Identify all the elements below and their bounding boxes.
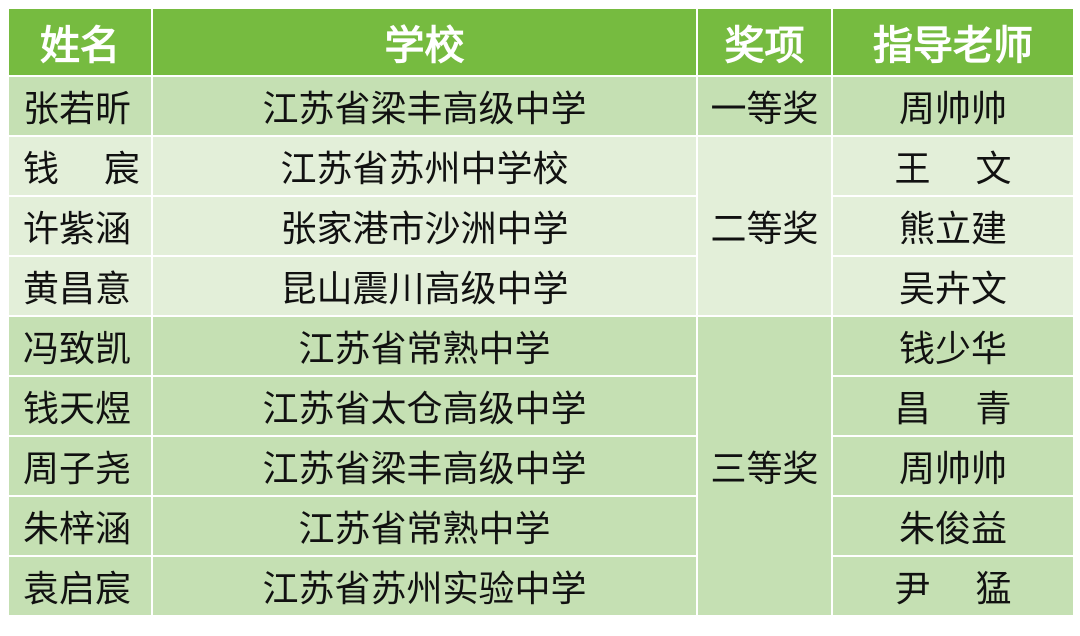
student-name: 张若昕 <box>7 75 153 137</box>
table-row: 黄昌意 昆山震川高级中学 吴卉文 <box>7 255 1075 317</box>
header-school: 学校 <box>151 7 698 77</box>
student-name: 钱 宸 <box>7 135 153 197</box>
student-name: 钱天煜 <box>7 375 153 437</box>
teacher: 朱俊益 <box>831 495 1075 557</box>
student-name: 黄昌意 <box>7 255 153 317</box>
table-row: 钱 宸 江苏省苏州中学校 二等奖 王 文 <box>7 135 1075 317</box>
school: 江苏省苏州实验中学 <box>151 555 698 617</box>
student-name: 许紫涵 <box>7 195 153 257</box>
school: 江苏省梁丰高级中学 <box>151 75 698 137</box>
school: 张家港市沙洲中学 <box>151 195 698 257</box>
header-name: 姓名 <box>7 7 153 77</box>
school: 江苏省苏州中学校 <box>151 135 698 197</box>
table-row: 钱天煜 江苏省太仓高级中学 昌 青 <box>7 375 1075 437</box>
table-row: 袁启宸 江苏省苏州实验中学 尹 猛 <box>7 555 1075 617</box>
school: 昆山震川高级中学 <box>151 255 698 317</box>
table-row: 周子尧 江苏省梁丰高级中学 周帅帅 <box>7 435 1075 497</box>
teacher: 钱少华 <box>831 315 1075 377</box>
header-award: 奖项 <box>696 7 833 77</box>
teacher: 吴卉文 <box>831 255 1075 317</box>
teacher: 熊立建 <box>831 195 1075 257</box>
teacher: 王 文 <box>831 135 1075 197</box>
header-teacher: 指导老师 <box>831 7 1075 77</box>
student-name: 袁启宸 <box>7 555 153 617</box>
table-row: 冯致凯 江苏省常熟中学 三等奖 钱少华 <box>7 315 1075 617</box>
award-table: 姓名 学校 奖项 指导老师 张若昕 江苏省梁丰高级中学 一等奖 周帅帅 钱 宸 … <box>7 7 1075 617</box>
award: 二等奖 <box>696 135 833 317</box>
school: 江苏省太仓高级中学 <box>151 375 698 437</box>
teacher: 周帅帅 <box>831 75 1075 137</box>
school: 江苏省常熟中学 <box>151 495 698 557</box>
award: 三等奖 <box>696 315 833 617</box>
teacher: 尹 猛 <box>831 555 1075 617</box>
table-row: 许紫涵 张家港市沙洲中学 熊立建 <box>7 195 1075 257</box>
table-row: 朱梓涵 江苏省常熟中学 朱俊益 <box>7 495 1075 557</box>
school: 江苏省梁丰高级中学 <box>151 435 698 497</box>
student-name: 冯致凯 <box>7 315 153 377</box>
teacher: 昌 青 <box>831 375 1075 437</box>
header-row: 姓名 学校 奖项 指导老师 <box>7 7 1075 77</box>
teacher: 周帅帅 <box>831 435 1075 497</box>
award: 一等奖 <box>696 75 833 137</box>
student-name: 周子尧 <box>7 435 153 497</box>
student-name: 朱梓涵 <box>7 495 153 557</box>
school: 江苏省常熟中学 <box>151 315 698 377</box>
table-row: 张若昕 江苏省梁丰高级中学 一等奖 周帅帅 <box>7 75 1075 137</box>
